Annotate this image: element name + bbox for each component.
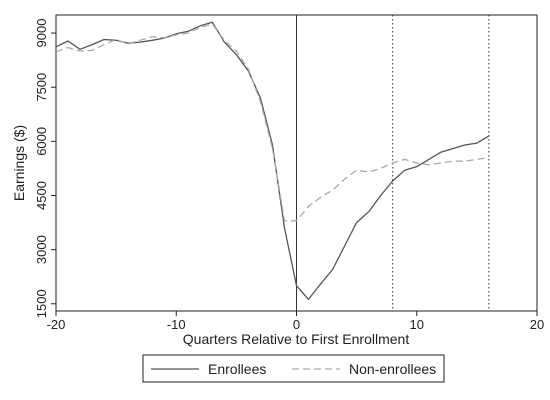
series-line-non-enrollees xyxy=(55,23,489,222)
x-tick-label: -10 xyxy=(167,317,186,332)
y-axis-ticks: 1500 3000 4500 6000 7500 9000 xyxy=(34,19,56,318)
x-tick-label: 10 xyxy=(410,317,424,332)
y-axis-title: Earnings ($) xyxy=(11,125,27,201)
x-tick-label: 20 xyxy=(530,317,544,332)
legend-label-non-enrollees: Non-enrollees xyxy=(349,361,436,377)
x-axis-title: Quarters Relative to First Enrollment xyxy=(183,331,410,347)
x-tick-label: -20 xyxy=(47,317,66,332)
series-lines xyxy=(55,21,490,301)
series-line-enrollees xyxy=(55,21,490,301)
y-tick-label: 7500 xyxy=(34,73,49,102)
y-tick-label: 3000 xyxy=(34,235,49,264)
y-tick-label: 9000 xyxy=(34,19,49,48)
x-axis-ticks: -20 -10 0 10 20 xyxy=(47,311,544,332)
y-tick-label: 1500 xyxy=(34,289,49,318)
y-tick-label: 6000 xyxy=(34,127,49,156)
y-tick-label: 4500 xyxy=(34,181,49,210)
x-tick-label: 0 xyxy=(293,317,300,332)
legend-label-enrollees: Enrollees xyxy=(208,361,266,377)
legend: Enrollees Non-enrollees xyxy=(142,354,445,383)
